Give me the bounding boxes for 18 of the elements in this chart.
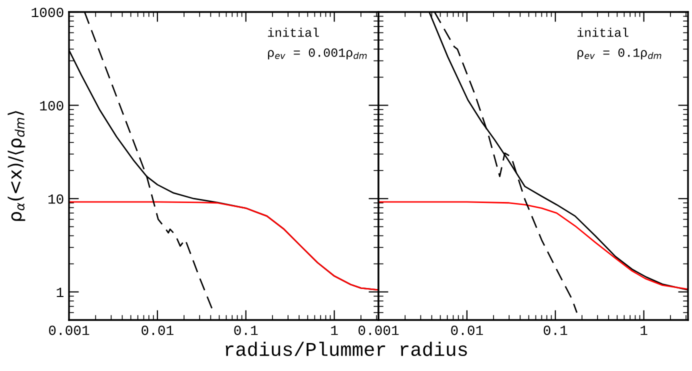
annotation: initial: [577, 28, 628, 37]
x-tick-label: 0.001: [49, 326, 90, 336]
x-tick-label: 0.01: [142, 326, 174, 336]
x-tick-label: 0.01: [451, 326, 483, 336]
annotation: ρ$_{ev}$ = 0.001ρ$_{dm}$: [268, 48, 367, 60]
x-tick-label: 1: [331, 326, 338, 335]
x-axis-title: radius/Plummer radius: [226, 342, 467, 356]
annotation: ρ$_{ev}$ = 0.1ρ$_{dm}$: [578, 48, 662, 60]
y-tick-label: 1000: [32, 8, 64, 18]
y-tick-label: 100: [40, 101, 64, 110]
y-axis-title: ρ$_{α}$(<x)/⟨ρ$_{dm}$⟩: [8, 111, 26, 221]
x-tick-label: 0.001: [358, 326, 399, 336]
x-tick-label: 0.1: [234, 326, 258, 336]
y-tick-label: 1: [56, 288, 64, 297]
y-tick-label: 10: [48, 194, 64, 204]
x-tick-label: 0.1: [544, 326, 568, 336]
annotation: initial: [268, 28, 319, 37]
x-tick-label: 1: [640, 326, 648, 335]
